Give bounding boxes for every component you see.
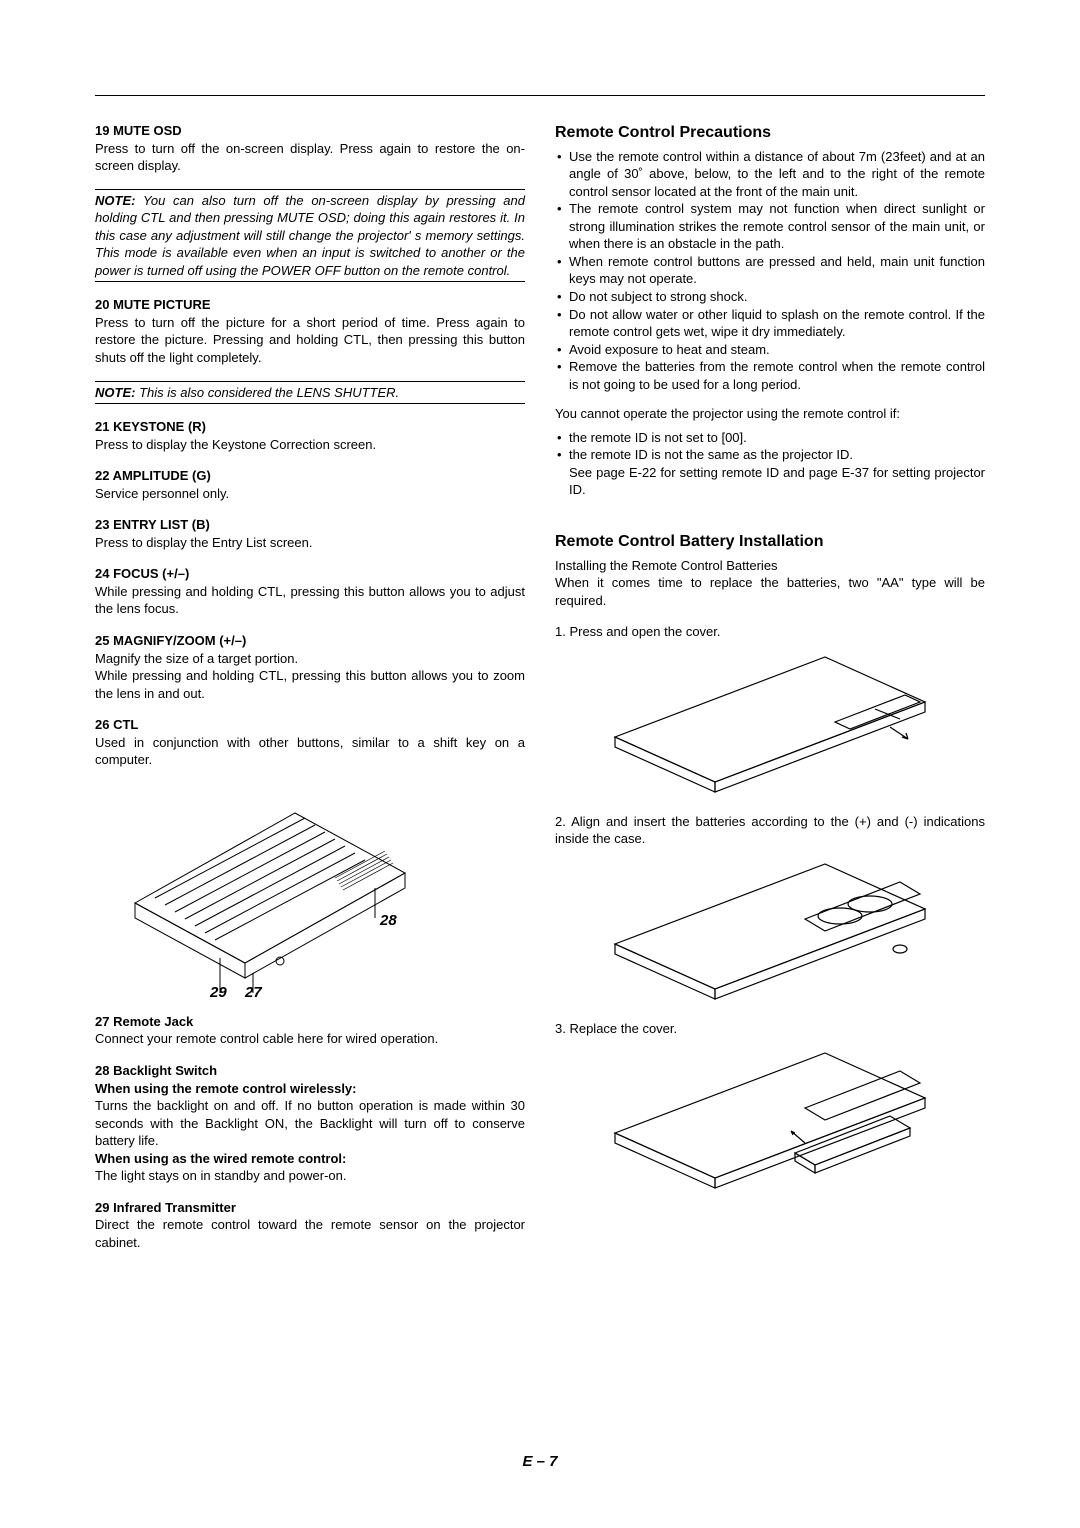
item-title: 19 MUTE OSD <box>95 122 525 140</box>
cannot-intro: You cannot operate the projector using t… <box>555 405 985 423</box>
callout-27: 27 <box>245 983 262 1003</box>
item-23: 23 ENTRY LIST (B) Press to display the E… <box>95 516 525 551</box>
step-2: 2. Align and insert the batteries accord… <box>555 813 985 848</box>
item-title: 24 FOCUS (+/–) <box>95 565 525 583</box>
item-title: 27 Remote Jack <box>95 1013 525 1031</box>
bullet: When remote control buttons are pressed … <box>555 253 985 288</box>
item-sub1: When using the remote control wirelessly… <box>95 1080 525 1098</box>
note-text: You can also turn off the on-screen disp… <box>95 193 525 278</box>
item-title: 29 Infrared Transmitter <box>95 1199 525 1217</box>
item-27: 27 Remote Jack Connect your remote contr… <box>95 1013 525 1048</box>
precautions-list: Use the remote control within a distance… <box>555 148 985 394</box>
bullet: The remote control system may not functi… <box>555 200 985 253</box>
item-28: 28 Backlight Switch When using the remot… <box>95 1062 525 1185</box>
item-19: 19 MUTE OSD Press to turn off the on-scr… <box>95 122 525 175</box>
spacer <box>555 511 985 531</box>
bullet: Remove the batteries from the remote con… <box>555 358 985 393</box>
item-25: 25 MAGNIFY/ZOOM (+/–) Magnify the size o… <box>95 632 525 702</box>
item-body: Press to turn off the picture for a shor… <box>95 314 525 367</box>
page-footer: E – 7 <box>0 1452 1080 1472</box>
item-body: Connect your remote control cable here f… <box>95 1030 525 1048</box>
battery-intro: When it comes time to replace the batter… <box>555 574 985 609</box>
item-body: Press to display the Entry List screen. <box>95 534 525 552</box>
callout-28: 28 <box>380 911 397 931</box>
right-column: Remote Control Precautions Use the remot… <box>555 122 985 1265</box>
battery-fig-1 <box>605 647 935 797</box>
item-body: Press to display the Keystone Correction… <box>95 436 525 454</box>
step-3: 3. Replace the cover. <box>555 1020 985 1038</box>
battery-svg-1 <box>605 647 935 797</box>
battery-heading: Remote Control Battery Installation <box>555 531 985 553</box>
item-body: Magnify the size of a target portion. Wh… <box>95 650 525 703</box>
item-title: 20 MUTE PICTURE <box>95 296 525 314</box>
spacer <box>555 615 985 623</box>
battery-svg-2 <box>605 854 935 1004</box>
item-body: Press to turn off the on-screen display.… <box>95 140 525 175</box>
item-sub2: When using as the wired remote control: <box>95 1150 525 1168</box>
note-box-2: NOTE: This is also considered the LENS S… <box>95 381 525 405</box>
item-24: 24 FOCUS (+/–) While pressing and holdin… <box>95 565 525 618</box>
item-20: 20 MUTE PICTURE Press to turn off the pi… <box>95 296 525 366</box>
remote-figure: 28 27 29 <box>125 783 415 1003</box>
two-column-layout: 19 MUTE OSD Press to turn off the on-scr… <box>95 122 985 1265</box>
item-title: 23 ENTRY LIST (B) <box>95 516 525 534</box>
remote-svg <box>125 783 415 1003</box>
note-text: This is also considered the LENS SHUTTER… <box>139 385 399 400</box>
item-body: While pressing and holding CTL, pressing… <box>95 583 525 618</box>
top-rule <box>95 95 985 96</box>
battery-sub: Installing the Remote Control Batteries <box>555 557 985 575</box>
item-22: 22 AMPLITUDE (G) Service personnel only. <box>95 467 525 502</box>
item-title: 21 KEYSTONE (R) <box>95 418 525 436</box>
battery-fig-3 <box>605 1043 935 1193</box>
cannot-list: the remote ID is not set to [00]. the re… <box>555 429 985 499</box>
step-1: 1. Press and open the cover. <box>555 623 985 641</box>
bullet: the remote ID is not set to [00]. <box>555 429 985 447</box>
item-body1: Turns the backlight on and off. If no bu… <box>95 1097 525 1150</box>
item-body: Direct the remote control toward the rem… <box>95 1216 525 1251</box>
item-body: Service personnel only. <box>95 485 525 503</box>
item-title: 28 Backlight Switch <box>95 1062 525 1080</box>
left-column: 19 MUTE OSD Press to turn off the on-scr… <box>95 122 525 1265</box>
battery-svg-3 <box>605 1043 935 1213</box>
item-29: 29 Infrared Transmitter Direct the remot… <box>95 1199 525 1252</box>
item-body2: The light stays on in standby and power-… <box>95 1167 525 1185</box>
callout-29: 29 <box>210 983 227 1003</box>
item-title: 25 MAGNIFY/ZOOM (+/–) <box>95 632 525 650</box>
bullet: Avoid exposure to heat and steam. <box>555 341 985 359</box>
item-title: 22 AMPLITUDE (G) <box>95 467 525 485</box>
bullet: Use the remote control within a distance… <box>555 148 985 201</box>
item-title: 26 CTL <box>95 716 525 734</box>
item-26: 26 CTL Used in conjunction with other bu… <box>95 716 525 769</box>
item-body: Used in conjunction with other buttons, … <box>95 734 525 769</box>
battery-fig-2 <box>605 854 935 1004</box>
bullet: Do not subject to strong shock. <box>555 288 985 306</box>
note-box-1: NOTE: You can also turn off the on-scree… <box>95 189 525 283</box>
note-label: NOTE: <box>95 385 135 400</box>
precautions-heading: Remote Control Precautions <box>555 122 985 144</box>
bullet: the remote ID is not the same as the pro… <box>555 446 985 499</box>
note-label: NOTE: <box>95 193 135 208</box>
bullet: Do not allow water or other liquid to sp… <box>555 306 985 341</box>
item-21: 21 KEYSTONE (R) Press to display the Key… <box>95 418 525 453</box>
